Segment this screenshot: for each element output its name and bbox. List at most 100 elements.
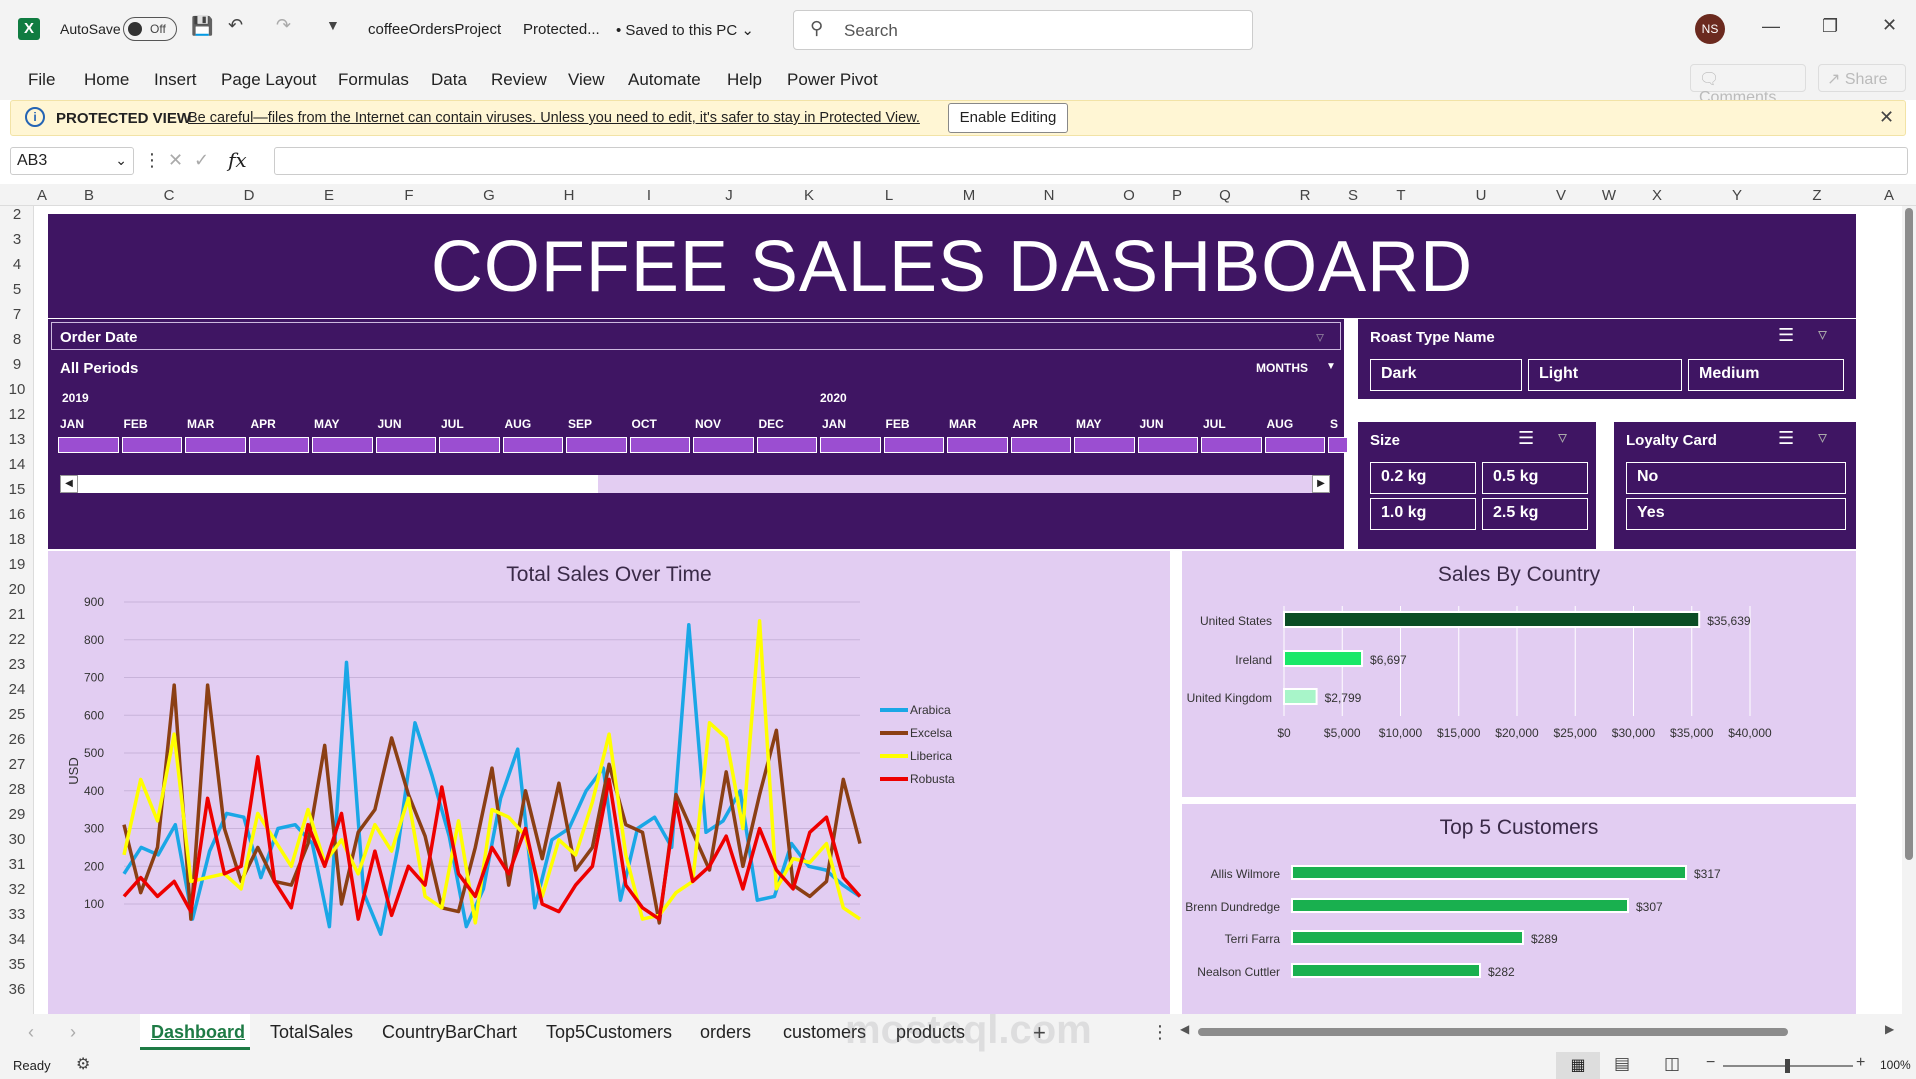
autosave-toggle[interactable]: Off <box>123 17 177 41</box>
timeline-month-bar[interactable] <box>820 437 881 453</box>
clear-filter-icon[interactable]: ▿ <box>1558 427 1568 447</box>
column-header[interactable]: Z <box>1812 187 1822 204</box>
row-header[interactable]: 22 <box>8 631 26 648</box>
row-header[interactable]: 2 <box>12 206 22 223</box>
slicer-item-0-2kg[interactable]: 0.2 kg <box>1370 462 1476 494</box>
menu-help[interactable]: Help <box>727 70 762 89</box>
multi-select-icon[interactable]: ☰ <box>1778 325 1795 345</box>
worksheet[interactable]: COFFEE SALES DASHBOARD Order Date ▿ All … <box>34 206 1902 1014</box>
restore-icon[interactable]: ❐ <box>1822 16 1839 36</box>
name-box[interactable]: AB3 ⌄ <box>10 147 134 175</box>
sales-by-country-chart[interactable]: Sales By Country $0 $5,000 $10,000 $15,000 $… <box>1182 551 1856 797</box>
multi-select-icon[interactable]: ☰ <box>1518 428 1535 448</box>
timeline-month-bar[interactable] <box>375 437 436 453</box>
zoom-slider[interactable] <box>1723 1059 1853 1073</box>
row-header[interactable]: 28 <box>8 781 26 798</box>
column-header[interactable]: G <box>483 187 495 204</box>
timeline-month-bar[interactable] <box>185 437 246 453</box>
multi-select-icon[interactable]: ☰ <box>1778 428 1795 448</box>
row-header[interactable]: 31 <box>8 856 26 873</box>
row-header[interactable]: 20 <box>8 581 26 598</box>
row-header[interactable]: 35 <box>8 956 26 973</box>
column-header[interactable]: C <box>163 187 175 204</box>
row-header[interactable]: 5 <box>12 281 22 298</box>
minimize-icon[interactable]: — <box>1762 16 1780 36</box>
column-header[interactable]: N <box>1043 187 1055 204</box>
order-date-timeline[interactable]: Order Date ▿ All Periods MONTHS ▼ 2019 2… <box>48 319 1348 549</box>
menu-power-pivot[interactable]: Power Pivot <box>787 70 878 89</box>
scroll-left-icon[interactable]: ◀ <box>60 475 78 493</box>
column-header[interactable]: T <box>1396 187 1406 204</box>
row-header[interactable]: 19 <box>8 556 26 573</box>
row-header[interactable]: 34 <box>8 931 26 948</box>
timeline-month-bar[interactable] <box>1010 437 1071 453</box>
timeline-month-bar[interactable] <box>248 437 309 453</box>
column-header[interactable]: O <box>1123 187 1135 204</box>
column-header[interactable]: J <box>725 187 733 204</box>
row-header[interactable]: 3 <box>12 231 22 248</box>
level-dropdown-icon[interactable]: ▼ <box>1326 361 1336 372</box>
scroll-thumb[interactable] <box>78 475 598 493</box>
row-header[interactable]: 18 <box>8 531 26 548</box>
clear-filter-icon[interactable]: ▿ <box>1818 427 1828 447</box>
undo-icon[interactable]: ↶ <box>228 15 244 35</box>
tab-customers[interactable]: customers <box>783 1022 867 1042</box>
slicer-item-0-5kg[interactable]: 0.5 kg <box>1482 462 1588 494</box>
tab-dashboard[interactable]: Dashboard <box>151 1022 246 1042</box>
menu-insert[interactable]: Insert <box>154 70 197 89</box>
row-header[interactable]: 32 <box>8 881 26 898</box>
row-header[interactable]: 29 <box>8 806 26 823</box>
page-layout-view-icon[interactable]: ▤ <box>1614 1054 1631 1073</box>
slicer-item-no[interactable]: No <box>1626 462 1846 494</box>
row-header[interactable]: 15 <box>8 481 26 498</box>
column-header[interactable]: A <box>1883 187 1894 204</box>
timeline-level[interactable]: MONTHS <box>1256 361 1308 375</box>
column-header[interactable]: I <box>646 187 652 204</box>
column-header[interactable]: Q <box>1219 187 1231 204</box>
zoom-slider-thumb[interactable] <box>1785 1059 1790 1073</box>
timeline-month-bar[interactable] <box>502 437 563 453</box>
close-protected-view-icon[interactable]: ✕ <box>1879 107 1895 127</box>
timeline-month-bar[interactable] <box>756 437 817 453</box>
row-header[interactable]: 9 <box>12 356 22 373</box>
column-header[interactable]: V <box>1555 187 1566 204</box>
zoom-level[interactable]: 100% <box>1880 1058 1911 1072</box>
roast-type-slicer[interactable]: Roast Type Name ☰ ▿ Dark Light Medium <box>1358 319 1856 399</box>
total-sales-chart[interactable]: Total Sales Over Time 100 200 300 400 500 600… <box>48 551 1170 1014</box>
scroll-thumb[interactable] <box>1905 208 1913 860</box>
timeline-month-bar[interactable] <box>1137 437 1198 453</box>
column-header[interactable]: B <box>83 187 94 204</box>
timeline-month-bar[interactable] <box>439 437 500 453</box>
scroll-left-icon[interactable]: ◀ <box>1180 1022 1190 1036</box>
scroll-thumb[interactable] <box>1198 1028 1788 1036</box>
column-header[interactable]: P <box>1171 187 1182 204</box>
row-header[interactable]: 36 <box>8 981 26 998</box>
timeline-month-bar[interactable] <box>1074 437 1135 453</box>
row-header[interactable]: 13 <box>8 431 26 448</box>
save-icon[interactable]: 💾 <box>191 16 214 36</box>
zoom-out-icon[interactable]: − <box>1706 1054 1716 1071</box>
page-break-view-icon[interactable]: ◫ <box>1664 1054 1681 1073</box>
column-header[interactable]: F <box>404 187 414 204</box>
row-header[interactable]: 14 <box>8 456 26 473</box>
size-slicer[interactable]: Size ☰ ▿ 0.2 kg 0.5 kg 1.0 kg 2.5 kg <box>1358 422 1596 549</box>
redo-icon[interactable]: ↷ <box>276 15 292 35</box>
menu-formulas[interactable]: Formulas <box>338 70 409 89</box>
timeline-scrollbar[interactable]: ◀ ▶ <box>60 475 1330 493</box>
column-header[interactable]: U <box>1475 187 1487 204</box>
row-header[interactable]: 21 <box>8 606 26 623</box>
formula-input[interactable] <box>274 147 1908 175</box>
column-header[interactable]: Y <box>1731 187 1742 204</box>
column-header[interactable]: R <box>1299 187 1311 204</box>
loyalty-card-slicer[interactable]: Loyalty Card ☰ ▿ No Yes <box>1614 422 1856 549</box>
row-header[interactable]: 10 <box>8 381 26 398</box>
vertical-scrollbar[interactable] <box>1902 206 1916 1014</box>
timeline-month-bar[interactable] <box>312 437 373 453</box>
menu-automate[interactable]: Automate <box>628 70 701 89</box>
row-header[interactable]: 24 <box>8 681 26 698</box>
tab-orders[interactable]: orders <box>700 1022 752 1042</box>
slicer-item-yes[interactable]: Yes <box>1626 498 1846 530</box>
clear-filter-icon[interactable]: ▿ <box>1316 329 1325 346</box>
zoom-in-icon[interactable]: + <box>1856 1054 1866 1071</box>
slicer-item-2-5kg[interactable]: 2.5 kg <box>1482 498 1588 530</box>
